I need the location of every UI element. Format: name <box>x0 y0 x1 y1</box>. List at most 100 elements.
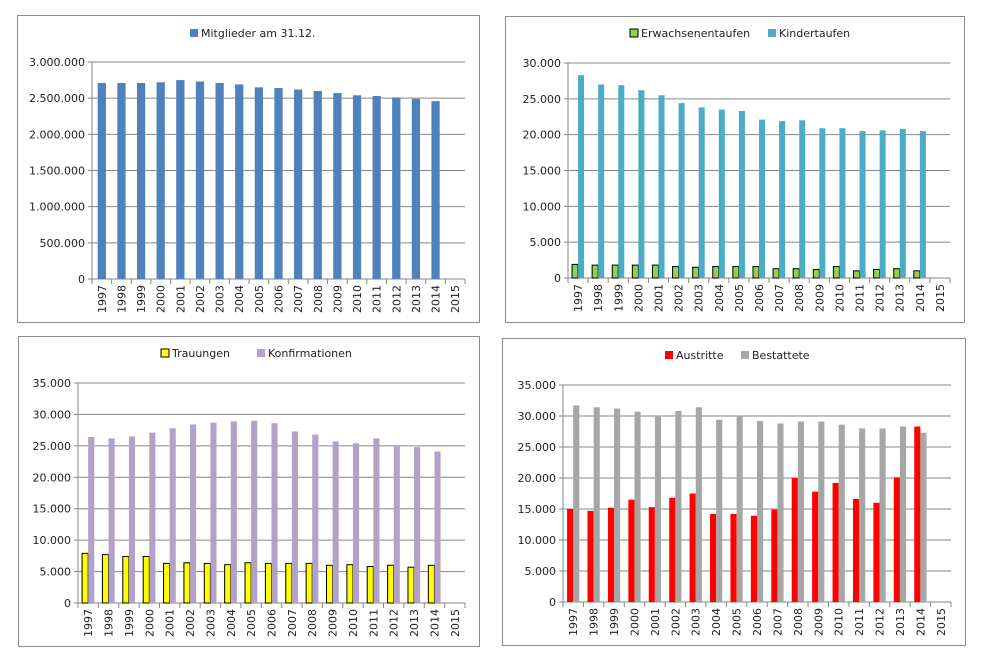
bar-mitglieder-am-31-12--2009 <box>333 93 342 279</box>
x-tick-label: 1997 <box>567 608 580 636</box>
bar-trauungen-2008 <box>305 562 313 604</box>
chart-panel-trauungen-konfirmationen: 0 5.000 10.000 15.000 20.000 25.000 30.000 35.0… <box>18 336 480 647</box>
bar-mitglieder-am-31-12--2001 <box>176 80 185 279</box>
x-tick-label: 2002 <box>184 609 197 637</box>
y-tick-label: 20.000 <box>33 471 72 484</box>
x-tick-label: 2004 <box>713 284 726 312</box>
y-tick-label: 0 <box>78 273 85 286</box>
bar-erwachsenentaufen-2003 <box>692 266 700 279</box>
y-tick-label: 30.000 <box>518 410 557 423</box>
y-tick-label: 25.000 <box>33 440 72 453</box>
x-tick-label: 2012 <box>388 609 401 637</box>
bar-austritte-2012 <box>873 502 880 602</box>
bar-konfirmationen-1998 <box>108 438 115 603</box>
x-tick-label: 2013 <box>894 608 907 636</box>
bar-konfirmationen-2009 <box>332 441 339 603</box>
y-tick-label: 20.000 <box>518 472 557 485</box>
y-tick-label: 10.000 <box>518 534 557 547</box>
bar-austritte-2010 <box>832 482 839 602</box>
bar-mitglieder-am-31-12--2004 <box>235 84 244 279</box>
y-tick-label: 15.000 <box>518 503 557 516</box>
x-tick-label: 2006 <box>273 285 286 313</box>
y-tick-label: 5.000 <box>40 566 72 579</box>
y-tick-label: 25.000 <box>518 441 557 454</box>
x-tick-label: 2003 <box>693 284 706 312</box>
bar-trauungen-1997 <box>81 552 89 604</box>
y-tick-label: 10.000 <box>33 534 72 547</box>
bar-bestattete-2013 <box>899 426 907 602</box>
x-tick-label: 2003 <box>690 608 703 636</box>
x-tick-label: 2007 <box>292 285 305 313</box>
x-tick-label: 2008 <box>312 285 325 313</box>
bar-trauungen-2007 <box>285 562 293 604</box>
bar-konfirmationen-2011 <box>373 438 380 603</box>
x-tick-label: 2007 <box>773 284 786 312</box>
x-tick-label: 1998 <box>103 609 116 637</box>
x-tick-label: 1999 <box>612 284 625 312</box>
bar-austritte-2014 <box>914 426 921 602</box>
bar-mitglieder-am-31-12--2008 <box>313 90 322 279</box>
bar-trauungen-2002 <box>183 562 191 604</box>
x-tick-label: 1998 <box>592 284 605 312</box>
bar-kindertaufen-2001 <box>658 95 665 278</box>
y-tick-label: 1.000.000 <box>29 201 85 214</box>
bar-austritte-2008 <box>791 478 798 602</box>
bar-bestattete-2003 <box>695 407 702 602</box>
x-tick-label: 2013 <box>410 285 423 313</box>
legend-label: Bestattete <box>752 349 810 362</box>
bar-trauungen-2009 <box>325 564 334 604</box>
x-tick-label: 2014 <box>914 608 927 636</box>
y-tick-label: 3.000.000 <box>29 56 85 69</box>
x-tick-label: 2005 <box>731 608 744 636</box>
bar-trauungen-2005 <box>244 562 252 604</box>
bar-trauungen-2000 <box>142 555 150 604</box>
bar-mitglieder-am-31-12--2012 <box>392 97 401 280</box>
x-tick-label: 1997 <box>96 285 109 313</box>
legend-label: Mitglieder am 31.12. <box>201 27 315 40</box>
y-tick-label: 10.000 <box>523 200 562 213</box>
bar-kindertaufen-2004 <box>718 109 725 278</box>
bar-austritte-2011 <box>852 499 860 602</box>
bar-bestattete-2004 <box>716 419 723 602</box>
x-tick-label: 2010 <box>347 609 360 637</box>
bar-kindertaufen-2002 <box>678 103 685 278</box>
x-tick-label: 2009 <box>813 284 826 312</box>
bar-erwachsenentaufen-2004 <box>712 266 720 279</box>
bar-mitglieder-am-31-12--2003 <box>215 82 224 279</box>
bar-kindertaufen-2007 <box>779 121 786 278</box>
x-tick-label: 2004 <box>225 609 238 637</box>
bar-mitglieder-am-31-12--2010 <box>352 95 362 279</box>
x-tick-label: 2002 <box>673 284 686 312</box>
bar-konfirmationen-2002 <box>190 424 197 603</box>
legend-swatch <box>629 28 639 38</box>
x-tick-label: 2005 <box>245 609 258 637</box>
x-tick-label: 2014 <box>914 284 927 312</box>
bar-konfirmationen-2010 <box>352 443 360 603</box>
bar-bestattete-2005 <box>736 415 743 602</box>
bar-bestattete-2009 <box>818 421 825 602</box>
bar-austritte-1998 <box>587 510 594 602</box>
bar-kindertaufen-2010 <box>839 128 846 278</box>
x-tick-label: 2014 <box>428 609 441 637</box>
x-tick-label: 2006 <box>751 608 764 636</box>
bar-erwachsenentaufen-1997 <box>571 263 579 279</box>
y-tick-label: 15.000 <box>523 165 562 178</box>
bar-erwachsenentaufen-2008 <box>792 268 800 279</box>
x-tick-label: 2000 <box>143 609 156 637</box>
bar-austritte-2004 <box>710 513 717 602</box>
x-tick-label: 2004 <box>710 608 723 636</box>
bar-erwachsenentaufen-2001 <box>651 264 659 279</box>
bar-bestattete-2006 <box>757 420 764 602</box>
bar-erwachsenentaufen-2011 <box>852 270 861 279</box>
bar-erwachsenentaufen-2002 <box>672 266 680 279</box>
legend-swatch <box>190 29 198 37</box>
bar-mitglieder-am-31-12--2002 <box>195 81 205 279</box>
x-tick-label: 2001 <box>174 285 187 313</box>
legend-label: Kindertaufen <box>779 27 850 40</box>
bar-austritte-2003 <box>689 493 696 602</box>
legend-swatch <box>257 349 265 357</box>
chart-panel-taufen: 0 5.000 10.000 15.000 20.000 25.000 30.000 1997… <box>505 16 965 323</box>
x-tick-label: 1997 <box>82 609 95 637</box>
bar-bestattete-1998 <box>593 407 600 602</box>
x-tick-label: 2015 <box>935 608 948 636</box>
